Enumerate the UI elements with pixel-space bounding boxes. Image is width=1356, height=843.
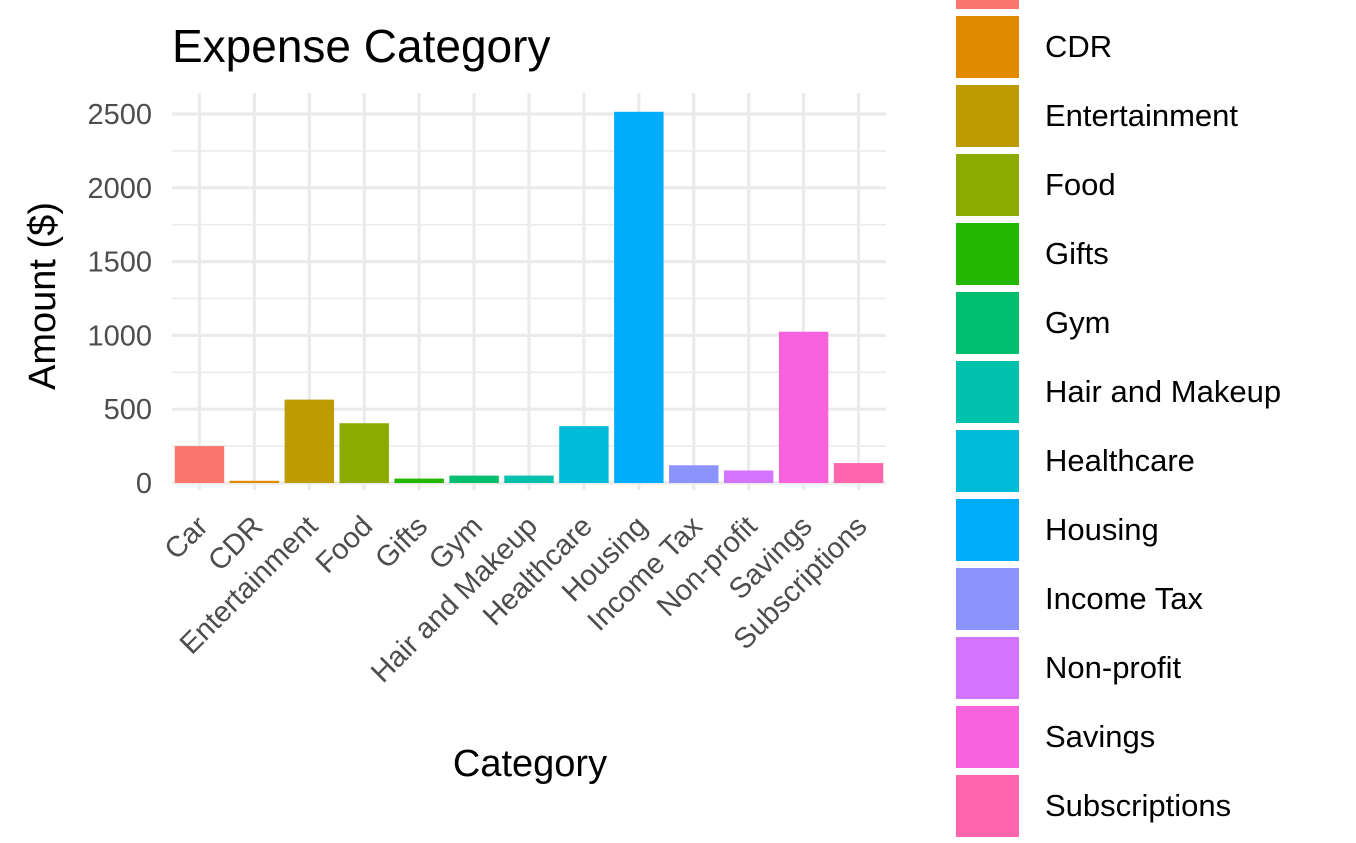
y-tick-label: 500 xyxy=(104,394,152,426)
x-tick-label: Gifts xyxy=(369,510,434,575)
legend-item-healthcare: Healthcare xyxy=(956,429,1356,498)
bar-non-profit xyxy=(723,470,774,483)
legend-item-savings: Savings xyxy=(956,705,1356,774)
legend-label: Healthcare xyxy=(1045,443,1195,478)
x-tick-label: Food xyxy=(310,510,379,579)
legend-label: Income Tax xyxy=(1045,581,1203,616)
bar-gifts xyxy=(394,478,444,483)
legend-label: CDR xyxy=(1045,29,1113,64)
bar-subscriptions xyxy=(833,463,884,483)
legend-item-hair-and-makeup: Hair and Makeup xyxy=(956,360,1356,429)
bar-healthcare xyxy=(559,426,609,483)
legend-item-subscriptions: Subscriptions xyxy=(956,774,1356,843)
y-tick-label: 1500 xyxy=(87,247,152,279)
legend-label: Food xyxy=(1045,167,1116,202)
legend-swatch xyxy=(956,292,1019,354)
bar-housing xyxy=(614,111,664,483)
legend-item-gifts: Gifts xyxy=(956,222,1356,291)
legend-swatch xyxy=(956,706,1019,768)
legend-label: Entertainment xyxy=(1045,98,1238,133)
legend-label: Housing xyxy=(1045,512,1159,547)
legend-label: Hair and Makeup xyxy=(1045,374,1282,409)
bar-entertainment xyxy=(284,399,335,483)
bar-hair-and-makeup xyxy=(504,475,554,483)
y-tick-label: 2500 xyxy=(87,99,152,131)
legend-swatch xyxy=(956,637,1019,699)
legend-swatch xyxy=(956,775,1019,837)
legend-swatch xyxy=(956,223,1019,285)
legend-swatch xyxy=(956,0,1019,9)
bar-food xyxy=(339,423,389,483)
bar-gym xyxy=(449,475,499,483)
legend-swatch xyxy=(956,85,1019,147)
y-tick-label: 2000 xyxy=(87,173,152,205)
legend-item-housing: Housing xyxy=(956,498,1356,567)
legend-item-gym: Gym xyxy=(956,291,1356,360)
legend-item-cdr: CDR xyxy=(956,15,1356,84)
legend-swatch xyxy=(956,16,1019,78)
legend-label: Savings xyxy=(1045,719,1156,754)
legend-label: Non-profit xyxy=(1045,650,1182,685)
bar-car xyxy=(174,446,225,483)
chart-title: Expense Category xyxy=(172,20,550,72)
legend-item-entertainment: Entertainment xyxy=(956,84,1356,153)
legend-item-income-tax: Income Tax xyxy=(956,567,1356,636)
legend-item-car: Car xyxy=(956,0,1356,15)
bar-chart: Expense Category 0 500 1000 1500 2000 2500 Ca… xyxy=(22,20,886,785)
bar-cdr xyxy=(229,480,280,483)
legend-swatch xyxy=(956,430,1019,492)
legend-label: Gifts xyxy=(1045,236,1109,271)
bar-savings xyxy=(778,331,829,483)
legend-swatch xyxy=(956,568,1019,630)
legend-swatch xyxy=(956,499,1019,561)
legend: Car CDR Entertainment Food Gifts Gym Hair and … xyxy=(956,0,1356,837)
legend-swatch xyxy=(956,154,1019,216)
bars xyxy=(174,111,884,483)
y-axis-title: Amount ($) xyxy=(22,202,64,390)
legend-item-non-profit: Non-profit xyxy=(956,636,1356,705)
y-axis-ticks: 0 500 1000 1500 2000 2500 xyxy=(87,99,152,500)
legend-label: Gym xyxy=(1045,305,1111,340)
legend-swatch xyxy=(956,361,1019,423)
bar-income-tax xyxy=(669,465,719,483)
y-tick-label: 1000 xyxy=(87,320,152,352)
legend-item-food: Food xyxy=(956,153,1356,222)
x-axis-title: Category xyxy=(453,743,607,785)
legend-label: Subscriptions xyxy=(1045,788,1232,823)
y-tick-label: 0 xyxy=(136,468,152,500)
